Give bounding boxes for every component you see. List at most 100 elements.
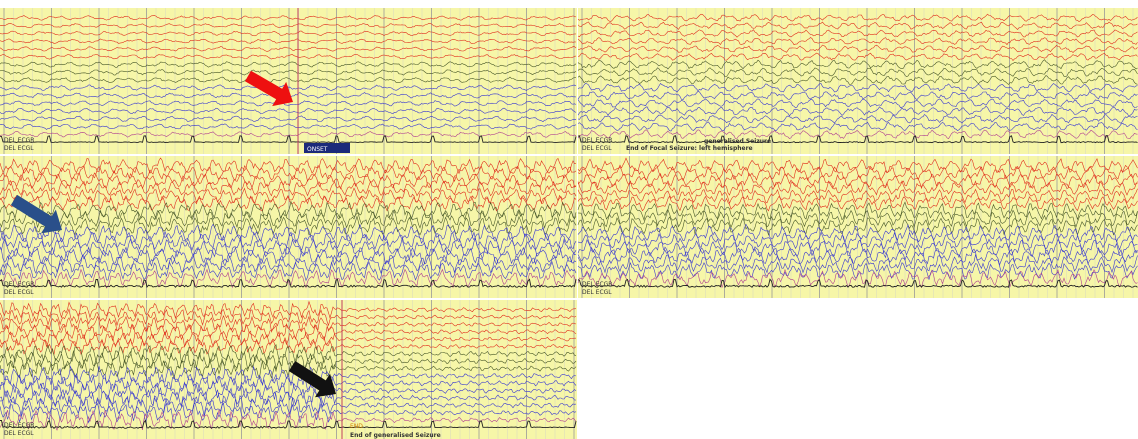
eeg-trace [577,188,1138,205]
eeg-trace [0,84,577,91]
eeg-trace [0,30,577,37]
eeg-trace [577,105,1138,117]
eeg-trace [577,90,1138,101]
pointer-arrow [10,194,62,234]
eeg-trace [577,83,1138,93]
eeg-trace [0,278,577,288]
channel-label: DEL ECGR [582,137,612,144]
eeg-trace [577,37,1138,46]
eeg-trace [577,208,1138,229]
eeg-trace [0,337,577,356]
panel-background [0,156,577,298]
eeg-trace [0,330,576,348]
eeg-trace [0,54,577,60]
channel-label: DEL ECGR [4,137,34,144]
eeg-trace [577,165,1138,182]
channel-label: DEL ECGR [4,281,34,288]
panel-background [578,8,1138,154]
eeg-trace [0,223,577,244]
eeg-trace [0,172,577,190]
eeg-trace [0,69,577,76]
eeg-trace [577,113,1138,124]
eeg-trace [577,98,1138,109]
eeg-trace [577,278,1138,289]
eeg-trace [577,129,1138,140]
eeg-trace [577,231,1138,251]
annotation-box [304,143,350,153]
eeg-trace [0,61,577,68]
arrow-shape [10,194,62,234]
eeg-trace [0,260,577,282]
eeg-trace [577,180,1138,196]
panel-background [0,8,577,154]
eeg-trace [577,157,1138,174]
annotation: generalised Seizure [704,138,771,145]
eeg-trace [577,195,1138,212]
eeg-trace [0,253,577,275]
eeg-trace [0,365,577,386]
eeg-trace [577,29,1138,38]
eeg-trace [577,134,1138,144]
eeg-trace [0,419,577,429]
eeg-trace [0,15,577,21]
eeg-trace [577,59,1138,70]
eeg-trace [0,343,577,365]
eeg-trace [0,100,577,107]
eeg-trace [0,135,577,144]
eeg-trace [577,21,1138,30]
eeg-trace [577,223,1138,244]
eeg-trace [577,238,1138,259]
eeg-trace [0,315,577,333]
eeg-trace [0,300,577,320]
eeg-trace [0,207,577,229]
eeg-trace [0,46,577,52]
eeg-trace [0,230,577,252]
eeg-trace [577,201,1138,222]
pointer-arrow [244,70,293,107]
eeg-trace [577,172,1138,190]
eeg-trace [0,76,577,84]
arrow-shape [288,360,336,398]
eeg-trace [0,308,577,327]
eeg-trace [0,22,577,29]
eeg-trace [0,387,577,408]
eeg-trace [0,322,577,342]
eeg-trace [0,165,577,183]
eeg-trace [577,13,1138,22]
eeg-trace [0,115,577,123]
eeg-trace [577,246,1138,266]
eeg-trace [577,121,1138,132]
eeg-trace [577,52,1138,61]
eeg-trace [0,244,577,267]
eeg-trace [577,268,1138,289]
channel-label: DEL ECGL [582,145,612,152]
channel-label: DEL ECGR [4,422,34,429]
eeg-trace [0,194,577,213]
eeg-trace [0,179,577,197]
eeg-trace [577,44,1138,54]
eeg-trace [0,357,577,380]
channel-label: DEL ECGL [4,430,34,437]
eeg-trace [0,38,577,44]
annotation: END [350,423,363,430]
eeg-trace [577,261,1138,280]
pointer-arrow [288,360,336,398]
channel-label: DEL ECGR [582,281,612,288]
eeg-trace [577,74,1138,85]
eeg-trace [0,107,577,115]
eeg-trace [0,349,577,372]
channel-label: DEL ECGL [4,145,34,152]
annotation: End of Focal Seizure: left hemisphere [626,145,753,152]
eeg-trace [0,380,577,402]
channel-label: DEL ECGL [4,289,34,296]
annotation: ONSET [307,146,328,153]
eeg-trace [0,123,577,130]
arrow-shape [244,70,293,107]
annotation: End of generalised Seizure [350,432,441,439]
